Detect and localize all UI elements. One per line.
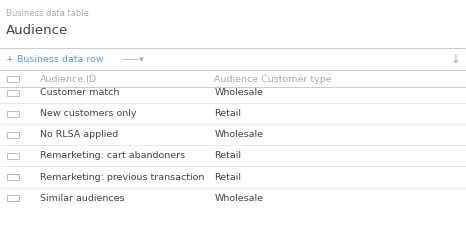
Text: Customer match: Customer match: [40, 88, 119, 97]
Bar: [7, 90, 19, 96]
Text: ↓: ↓: [451, 53, 460, 66]
Bar: [7, 195, 19, 201]
Text: Retail: Retail: [214, 151, 241, 161]
Text: Wholesale: Wholesale: [214, 88, 263, 97]
Text: No RLSA applied: No RLSA applied: [40, 130, 118, 139]
Bar: [7, 153, 19, 159]
Text: Remarketing: cart abandoners: Remarketing: cart abandoners: [40, 151, 185, 161]
Text: Audience.ID: Audience.ID: [40, 74, 97, 84]
Text: Business data table: Business data table: [6, 9, 89, 18]
Text: Audience: Audience: [6, 24, 68, 37]
Bar: [7, 132, 19, 138]
Text: Retail: Retail: [214, 172, 241, 182]
Text: Remarketing: previous transaction: Remarketing: previous transaction: [40, 172, 204, 182]
Bar: [7, 174, 19, 180]
Text: Similar audiences: Similar audiences: [40, 194, 124, 203]
Text: + Business data row: + Business data row: [6, 55, 103, 64]
Text: Retail: Retail: [214, 109, 241, 118]
Bar: [7, 76, 19, 82]
Bar: [7, 111, 19, 117]
Text: Audience.Customer type: Audience.Customer type: [214, 74, 332, 84]
Text: Wholesale: Wholesale: [214, 194, 263, 203]
Text: Wholesale: Wholesale: [214, 130, 263, 139]
Text: ——▾: ——▾: [121, 55, 144, 64]
Text: New customers only: New customers only: [40, 109, 136, 118]
